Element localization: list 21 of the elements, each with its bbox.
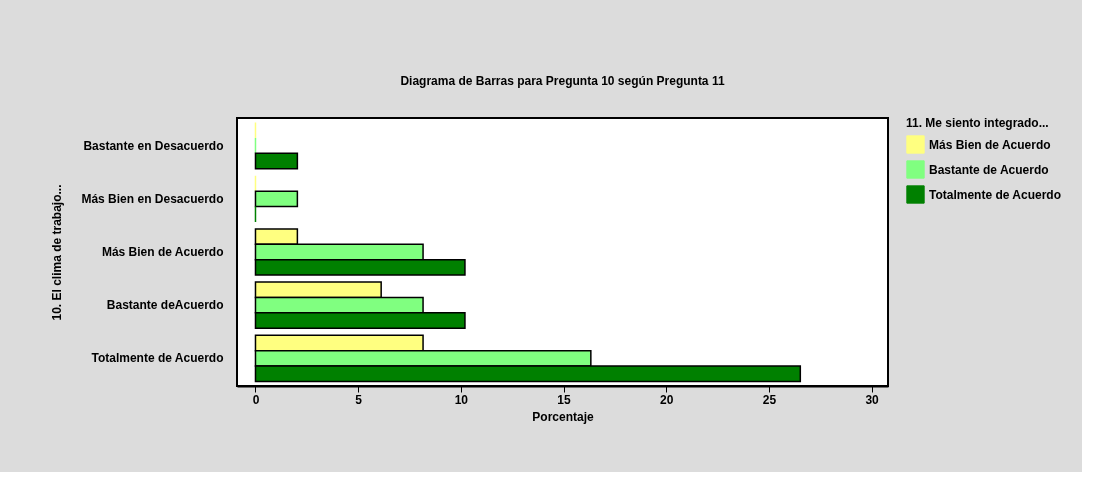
legend-label: Bastante de Acuerdo <box>929 162 1049 177</box>
x-tick-label: 10 <box>454 392 469 407</box>
legend-label: Totalmente de Acuerdo <box>929 187 1062 202</box>
x-tick-label: 25 <box>762 392 777 407</box>
y-tick-label: Bastante en Desacuerdo <box>83 138 224 153</box>
legend-label: Más Bien de Acuerdo <box>929 137 1051 152</box>
chart-title: Diagrama de Barras para Pregunta 10 según Pregunta 11 <box>400 74 725 88</box>
y-tick-label: Bastante deAcuerdo <box>106 298 224 313</box>
y-tick-label: Más Bien en Desacuerdo <box>81 191 224 206</box>
y-tick-label: Totalmente de Acuerdo <box>91 351 224 366</box>
x-tick-label: 30 <box>865 392 880 407</box>
bar <box>254 190 299 208</box>
x-tick-label: 5 <box>355 392 363 407</box>
x-axis-title: Porcentaje <box>532 409 595 424</box>
bar <box>254 152 299 170</box>
legend-title: 11. Me siento integrado... <box>906 116 1049 130</box>
x-tick-label: 15 <box>557 392 572 407</box>
x-tick-label: 0 <box>252 392 260 407</box>
y-tick-label: Más Bien de Acuerdo <box>101 245 224 259</box>
y-axis-title: 10. El clima de trabajo... <box>50 184 65 321</box>
x-tick-label: 20 <box>660 392 674 407</box>
